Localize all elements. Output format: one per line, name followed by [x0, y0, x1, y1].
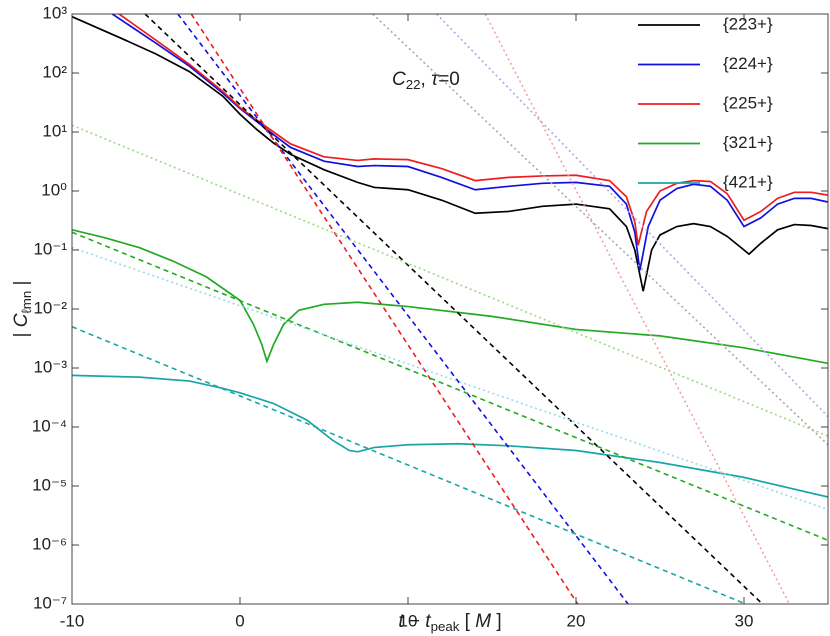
x-tick-label: 10 — [399, 611, 418, 630]
x-axis-label-part: t — [398, 611, 404, 632]
y-axis-label-part: ℓmn — [19, 291, 34, 314]
x-tick-label: 20 — [567, 611, 586, 630]
y-tick-label: 10⁻⁴ — [32, 416, 67, 435]
series-line — [72, 231, 828, 542]
y-tick-label: 10⁻¹ — [33, 239, 67, 258]
legend-label: {421+} — [723, 172, 773, 191]
y-axis-label: | Cℓmn | — [11, 281, 34, 338]
series-line — [72, 374, 828, 498]
series-line — [118, 14, 828, 246]
annotation-part: =0 — [438, 69, 460, 90]
x-axis-label-part: ] — [491, 611, 502, 632]
x-axis-label: t − tpeak [ M ] — [398, 611, 501, 634]
legend-label: {223+} — [723, 14, 773, 33]
annotation-part: , — [421, 69, 432, 90]
plot-frame — [71, 13, 829, 605]
x-axis-label-part: − — [404, 611, 426, 632]
series-line — [435, 14, 828, 418]
x-axis-label-part: peak — [431, 619, 460, 634]
y-tick-label: 10³ — [42, 3, 67, 22]
series-line — [144, 14, 764, 604]
series-line — [484, 14, 791, 604]
annotation-part: 22 — [406, 77, 421, 92]
y-tick-label: 10⁰ — [41, 180, 67, 199]
y-axis-label-part: | — [11, 281, 32, 291]
y-tick-label: 10⁻⁶ — [32, 534, 67, 553]
y-axis-label-part: C — [11, 313, 32, 327]
annotation-part: τ — [431, 69, 440, 90]
y-tick-label: 10² — [42, 62, 67, 81]
y-tick-label: 10⁻³ — [33, 357, 67, 376]
plot-area — [72, 14, 828, 604]
series-line — [72, 15, 828, 292]
annotation: C22, τ=0 — [392, 69, 460, 92]
x-tick-label: -10 — [60, 611, 85, 630]
x-axis-label-part: [ — [459, 611, 475, 632]
x-axis-label-part: M — [475, 611, 491, 632]
y-tick-label: 10⁻⁵ — [32, 475, 67, 494]
x-axis-label-part: t — [425, 611, 431, 632]
series-line — [72, 246, 828, 511]
legend-label: {224+} — [723, 54, 773, 73]
legend-label: {321+} — [723, 133, 773, 152]
x-tick-label: 30 — [735, 611, 754, 630]
y-axis-label-part: | — [11, 327, 32, 337]
series-line — [72, 228, 828, 365]
legend-label: {225+} — [723, 93, 773, 112]
series-line — [72, 326, 746, 604]
y-tick-label: 10¹ — [42, 121, 67, 140]
x-tick-label: 0 — [235, 611, 244, 630]
y-tick-label: 10⁻² — [33, 298, 67, 317]
series-line — [72, 124, 828, 437]
y-tick-label: 10⁻⁷ — [33, 593, 67, 612]
series-line — [190, 14, 579, 604]
annotation-part: C — [392, 69, 406, 90]
series-line — [177, 14, 629, 604]
